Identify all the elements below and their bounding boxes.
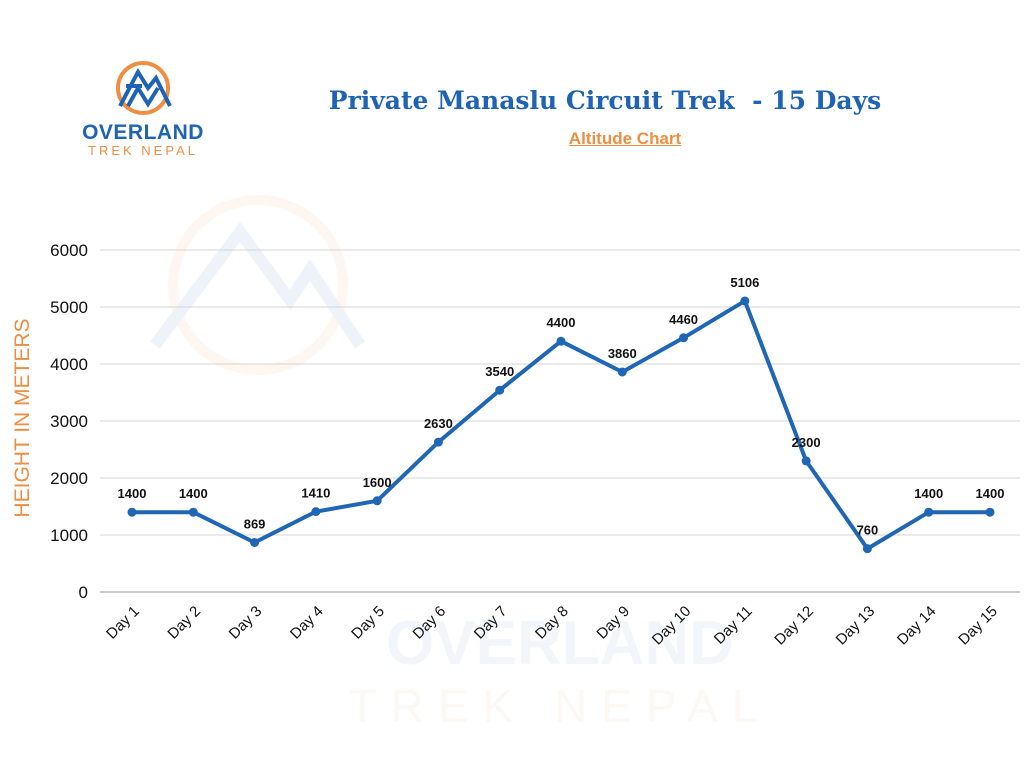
data-label: 1600 xyxy=(363,475,392,490)
x-tick-label: Day 2 xyxy=(164,603,204,643)
watermark-logo-icon xyxy=(150,195,365,375)
chart-subtitle: Altitude Chart xyxy=(568,129,682,148)
x-tick-label: Day 15 xyxy=(955,603,1001,649)
data-point xyxy=(495,385,505,395)
x-tick-label: Day 12 xyxy=(771,603,817,649)
x-tick-label: Day 11 xyxy=(711,603,756,648)
x-tick-label: Day 4 xyxy=(287,603,327,643)
data-point xyxy=(740,296,750,306)
data-point xyxy=(556,336,566,346)
logo-brand: OVERLAND xyxy=(82,121,204,144)
x-tick-label: Day 9 xyxy=(593,603,633,643)
data-point xyxy=(188,507,198,517)
x-tick-label: Day 3 xyxy=(226,603,266,643)
x-tick-label: Day 5 xyxy=(348,603,388,643)
data-label: 2300 xyxy=(792,435,821,450)
data-label: 3540 xyxy=(485,364,514,379)
x-tick-label: Day 8 xyxy=(532,603,572,643)
y-tick-label: 1000 xyxy=(50,526,88,545)
data-point xyxy=(311,507,321,517)
data-label: 3860 xyxy=(608,346,637,361)
data-label: 760 xyxy=(857,523,879,538)
data-label: 4400 xyxy=(547,315,576,330)
data-point xyxy=(617,367,627,377)
data-point xyxy=(679,333,689,343)
data-label: 1400 xyxy=(976,486,1005,501)
y-axis-label: HEIGHT IN METERS xyxy=(11,318,34,517)
data-point xyxy=(862,544,872,554)
y-tick-label: 0 xyxy=(79,583,88,602)
logo-subtitle: TREK NEPAL xyxy=(88,143,198,158)
data-label: 1400 xyxy=(914,486,943,501)
x-tick-label: Day 1 xyxy=(103,603,143,643)
y-tick-label: 4000 xyxy=(50,355,88,374)
x-tick-label: Day 10 xyxy=(649,603,695,649)
data-label: 1400 xyxy=(179,486,208,501)
x-tick-label: Day 14 xyxy=(894,603,940,649)
data-point xyxy=(924,507,934,517)
data-point xyxy=(801,456,811,466)
x-tick-label: Day 6 xyxy=(410,603,450,643)
data-label: 2630 xyxy=(424,416,453,431)
data-label: 4460 xyxy=(669,312,698,327)
data-point xyxy=(985,507,995,517)
data-label: 1410 xyxy=(301,486,330,501)
y-tick-label: 6000 xyxy=(50,241,88,260)
x-tick-label: Day 7 xyxy=(471,603,511,643)
data-point xyxy=(433,437,443,447)
y-tick-label: 3000 xyxy=(50,412,88,431)
data-point xyxy=(372,496,382,506)
data-point xyxy=(127,507,137,517)
data-point xyxy=(250,537,260,547)
chart-title: Private Manaslu Circuit Trek - 15 Days xyxy=(328,86,882,115)
y-tick-label: 5000 xyxy=(50,298,88,317)
x-tick-label: Day 13 xyxy=(833,603,879,649)
mountain-logo-icon xyxy=(116,61,172,115)
data-label: 869 xyxy=(244,516,266,531)
y-tick-label: 2000 xyxy=(50,469,88,488)
data-label: 5106 xyxy=(730,275,759,290)
data-label: 1400 xyxy=(118,486,147,501)
logo: OVERLAND TREK NEPAL xyxy=(78,58,208,158)
